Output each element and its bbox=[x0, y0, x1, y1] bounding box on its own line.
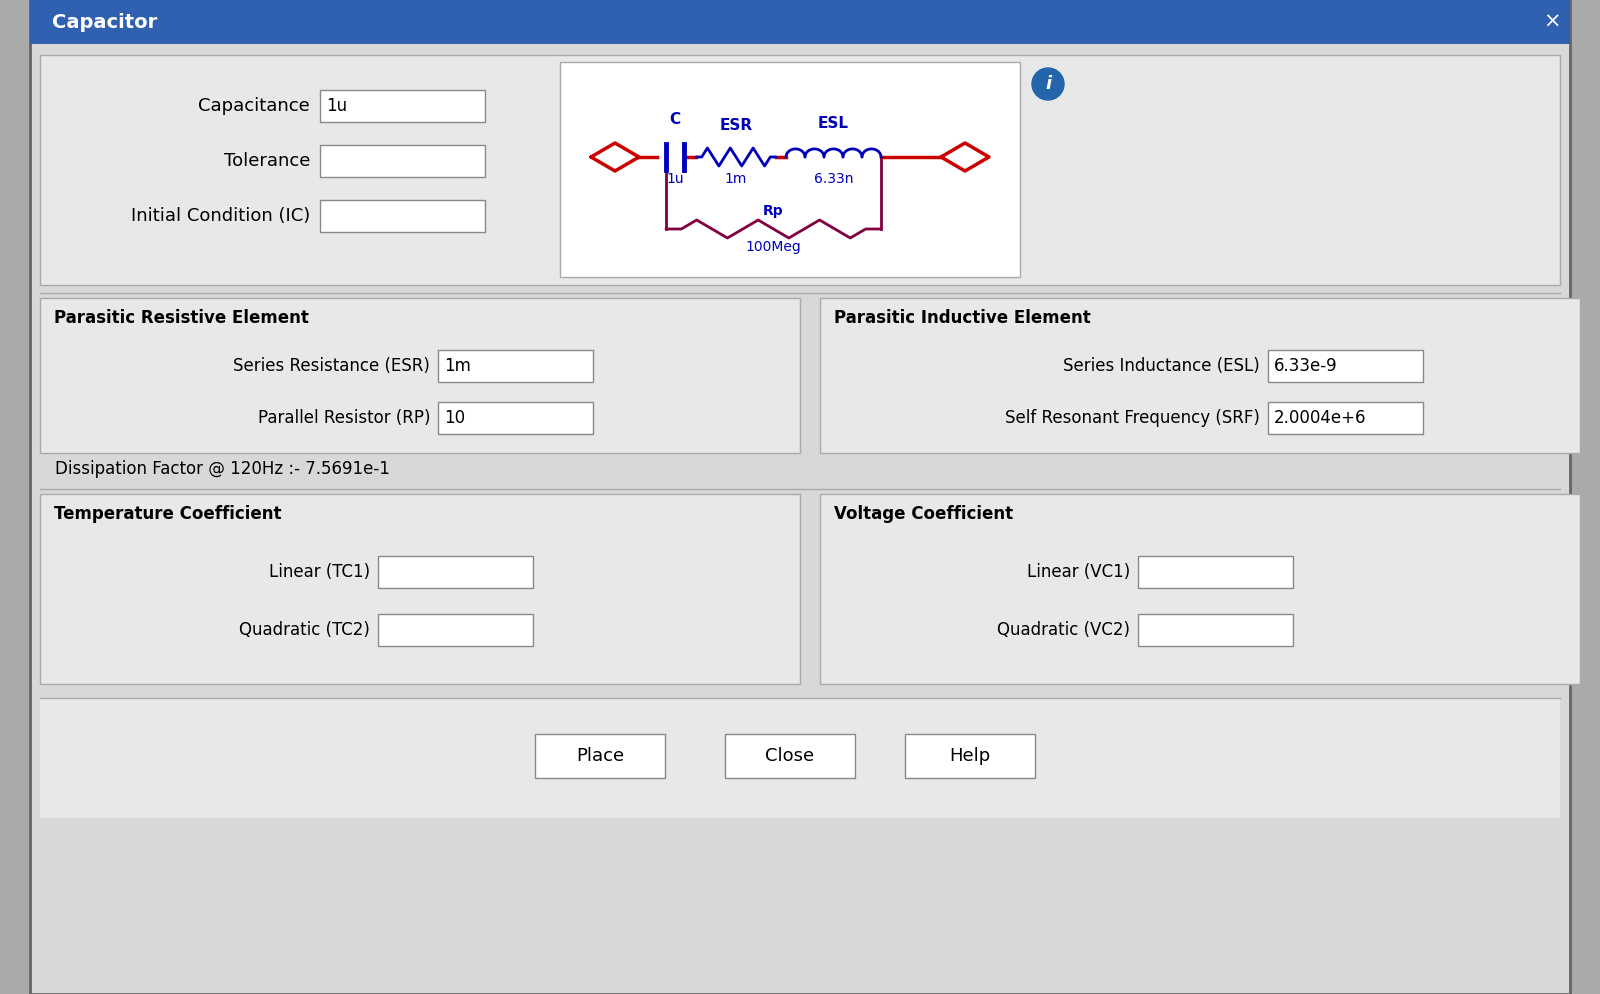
Bar bbox=[40, 298, 800, 453]
Bar bbox=[30, 0, 1570, 44]
Text: Rp: Rp bbox=[763, 204, 784, 218]
Text: Parallel Resistor (RP): Parallel Resistor (RP) bbox=[258, 409, 430, 427]
Text: 1m: 1m bbox=[445, 357, 470, 375]
Bar bbox=[438, 402, 594, 434]
Bar bbox=[534, 734, 666, 778]
Bar bbox=[40, 698, 1560, 818]
Bar bbox=[320, 200, 485, 232]
Text: 2.0004e+6: 2.0004e+6 bbox=[1274, 409, 1366, 427]
Text: i: i bbox=[1045, 75, 1051, 93]
Bar bbox=[40, 494, 800, 684]
Bar bbox=[320, 90, 485, 122]
Text: C: C bbox=[669, 111, 680, 126]
Text: 1u: 1u bbox=[326, 97, 347, 115]
Text: 6.33n: 6.33n bbox=[814, 172, 853, 186]
Text: Help: Help bbox=[949, 747, 990, 765]
Bar bbox=[819, 494, 1581, 684]
Text: 1u: 1u bbox=[666, 172, 683, 186]
Bar bbox=[560, 62, 1021, 277]
Bar bbox=[906, 734, 1035, 778]
Text: 100Meg: 100Meg bbox=[746, 240, 802, 254]
Text: ×: × bbox=[1544, 12, 1560, 32]
Text: ESL: ESL bbox=[818, 115, 850, 130]
Text: Dissipation Factor @ 120Hz :- 7.5691e-1: Dissipation Factor @ 120Hz :- 7.5691e-1 bbox=[54, 460, 390, 478]
Text: Self Resonant Frequency (SRF): Self Resonant Frequency (SRF) bbox=[1005, 409, 1261, 427]
Text: 10: 10 bbox=[445, 409, 466, 427]
Text: Close: Close bbox=[765, 747, 814, 765]
Text: Quadratic (TC2): Quadratic (TC2) bbox=[238, 621, 370, 639]
Text: Parasitic Inductive Element: Parasitic Inductive Element bbox=[834, 309, 1091, 327]
Text: Quadratic (VC2): Quadratic (VC2) bbox=[997, 621, 1130, 639]
Circle shape bbox=[1032, 68, 1064, 100]
Text: Capacitance: Capacitance bbox=[198, 97, 310, 115]
Bar bbox=[1267, 402, 1422, 434]
Text: Voltage Coefficient: Voltage Coefficient bbox=[834, 505, 1013, 523]
Bar bbox=[438, 350, 594, 382]
Text: Temperature Coefficient: Temperature Coefficient bbox=[54, 505, 282, 523]
Text: Capacitor: Capacitor bbox=[51, 13, 157, 32]
Bar bbox=[1267, 350, 1422, 382]
Bar bbox=[1138, 556, 1293, 588]
Text: Tolerance: Tolerance bbox=[224, 152, 310, 170]
Text: Linear (VC1): Linear (VC1) bbox=[1027, 563, 1130, 581]
Text: 6.33e-9: 6.33e-9 bbox=[1274, 357, 1338, 375]
Text: Linear (TC1): Linear (TC1) bbox=[269, 563, 370, 581]
Text: Place: Place bbox=[576, 747, 624, 765]
Text: Series Inductance (ESL): Series Inductance (ESL) bbox=[1064, 357, 1261, 375]
Bar bbox=[1138, 614, 1293, 646]
Bar bbox=[819, 298, 1581, 453]
Bar bbox=[378, 614, 533, 646]
Text: ESR: ESR bbox=[720, 117, 752, 132]
Bar bbox=[40, 55, 1560, 285]
Text: Parasitic Resistive Element: Parasitic Resistive Element bbox=[54, 309, 309, 327]
Bar bbox=[725, 734, 854, 778]
Text: Initial Condition (IC): Initial Condition (IC) bbox=[131, 207, 310, 225]
Text: Series Resistance (ESR): Series Resistance (ESR) bbox=[234, 357, 430, 375]
Text: 1m: 1m bbox=[725, 172, 747, 186]
Bar bbox=[320, 145, 485, 177]
Bar bbox=[378, 556, 533, 588]
